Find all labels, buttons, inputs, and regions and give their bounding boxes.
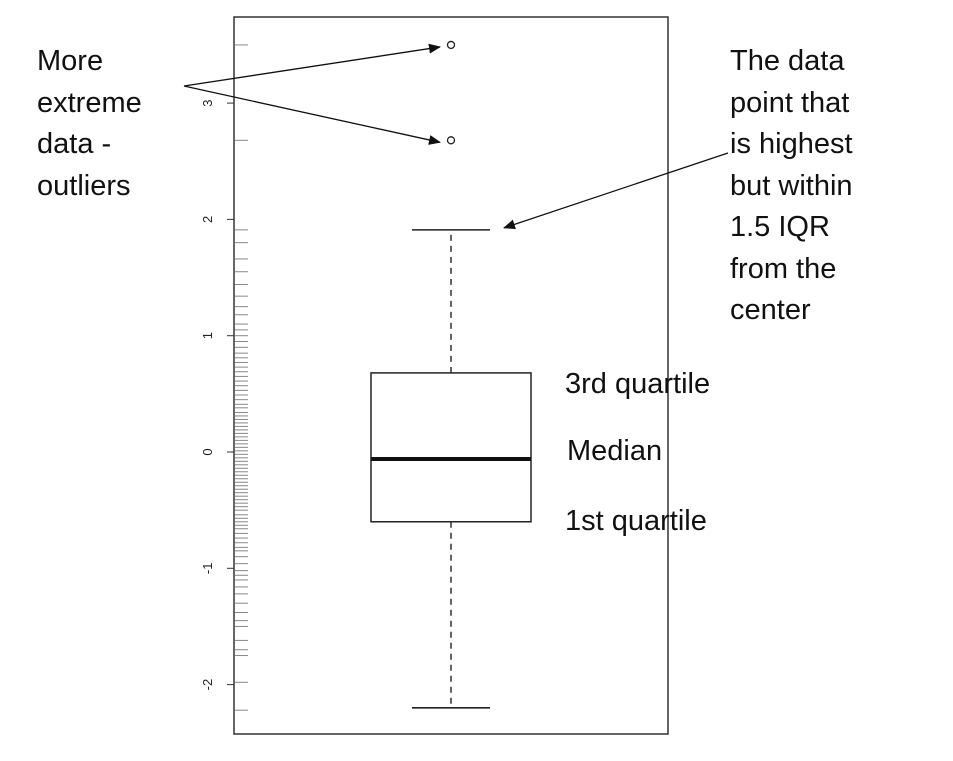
y-tick-label: -1 [200,563,215,575]
y-tick-label: 2 [200,216,215,223]
q1-annotation: 1st quartile [565,505,707,537]
y-axis: -2 -1 0 1 2 3 [200,99,234,690]
outlier-point [446,136,456,145]
outlier-arrow [183,43,441,87]
whisker-annotation-line: but within [730,169,853,202]
outliers-annotation-line: outliers [37,169,131,202]
whisker-annotation-line: from the [730,252,837,285]
outliers-annotation-line: More [37,45,104,77]
outliers-annotation-line: data - [37,128,112,160]
whisker-annotation-line: The data [730,45,845,77]
annotation-arrows [183,43,729,230]
whisker-annotation: The data point that is highest but withi… [730,41,853,332]
outliers-annotation-line: extreme [37,86,142,119]
plot-frame [233,16,669,735]
rug-marks [235,44,248,711]
whisker-annotation-line: point that [730,86,850,119]
q3-annotation: 3rd quartile [565,368,711,400]
outlier-arrow [183,85,441,145]
whisker-annotation-line: center [730,294,811,326]
interquartile-box [370,372,532,523]
outlier-point [446,40,456,50]
median-annotation: Median [567,435,663,467]
y-tick-label: 3 [200,99,215,106]
y-tick-label: 0 [200,448,215,455]
y-tick-label: 1 [200,332,215,339]
y-tick-label: -2 [200,679,215,691]
whisker-arrow [503,152,729,230]
whisker-annotation-line: is highest [730,128,853,160]
box-element [370,40,532,709]
outliers-annotation: More extreme data - outliers [37,41,142,207]
whisker-annotation-line: 1.5 IQR [730,211,830,243]
